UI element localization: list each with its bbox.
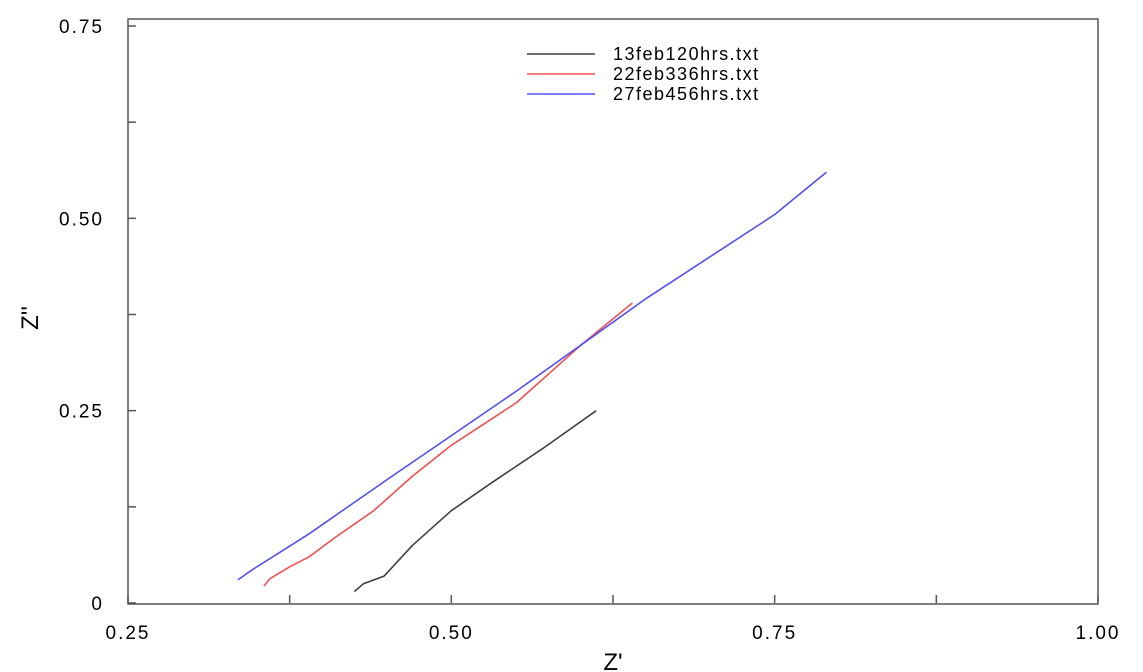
series-line-2: [263, 302, 633, 587]
series-layer: [237, 171, 827, 593]
legend-label-3: 27feb456hrs.txt: [613, 84, 760, 104]
x-tick-label: 0.25: [106, 623, 151, 644]
x-tick-label: 0.75: [752, 623, 797, 644]
y-axis: 0 0.25 0.50 0.75: [59, 17, 136, 615]
x-axis-title: Z': [603, 649, 622, 672]
x-tick-label: 1.00: [1076, 623, 1121, 644]
legend: 13feb120hrs.txt22feb336hrs.txt27feb456hr…: [527, 44, 760, 104]
series-line-1: [353, 410, 597, 593]
plot-frame: [127, 18, 1099, 605]
y-tick-label: 0: [91, 594, 104, 615]
y-tick-label: 0.50: [59, 209, 104, 230]
x-axis: 0.25 0.50 0.75 1.00: [106, 595, 1121, 644]
x-tick-label: 0.50: [429, 623, 474, 644]
series-line-3: [237, 171, 827, 581]
y-axis-title: Z'': [17, 306, 44, 330]
y-tick-label: 0.75: [59, 17, 104, 38]
legend-label-2: 22feb336hrs.txt: [613, 64, 760, 84]
legend-label-1: 13feb120hrs.txt: [613, 44, 760, 64]
y-tick-label: 0.25: [59, 402, 104, 423]
